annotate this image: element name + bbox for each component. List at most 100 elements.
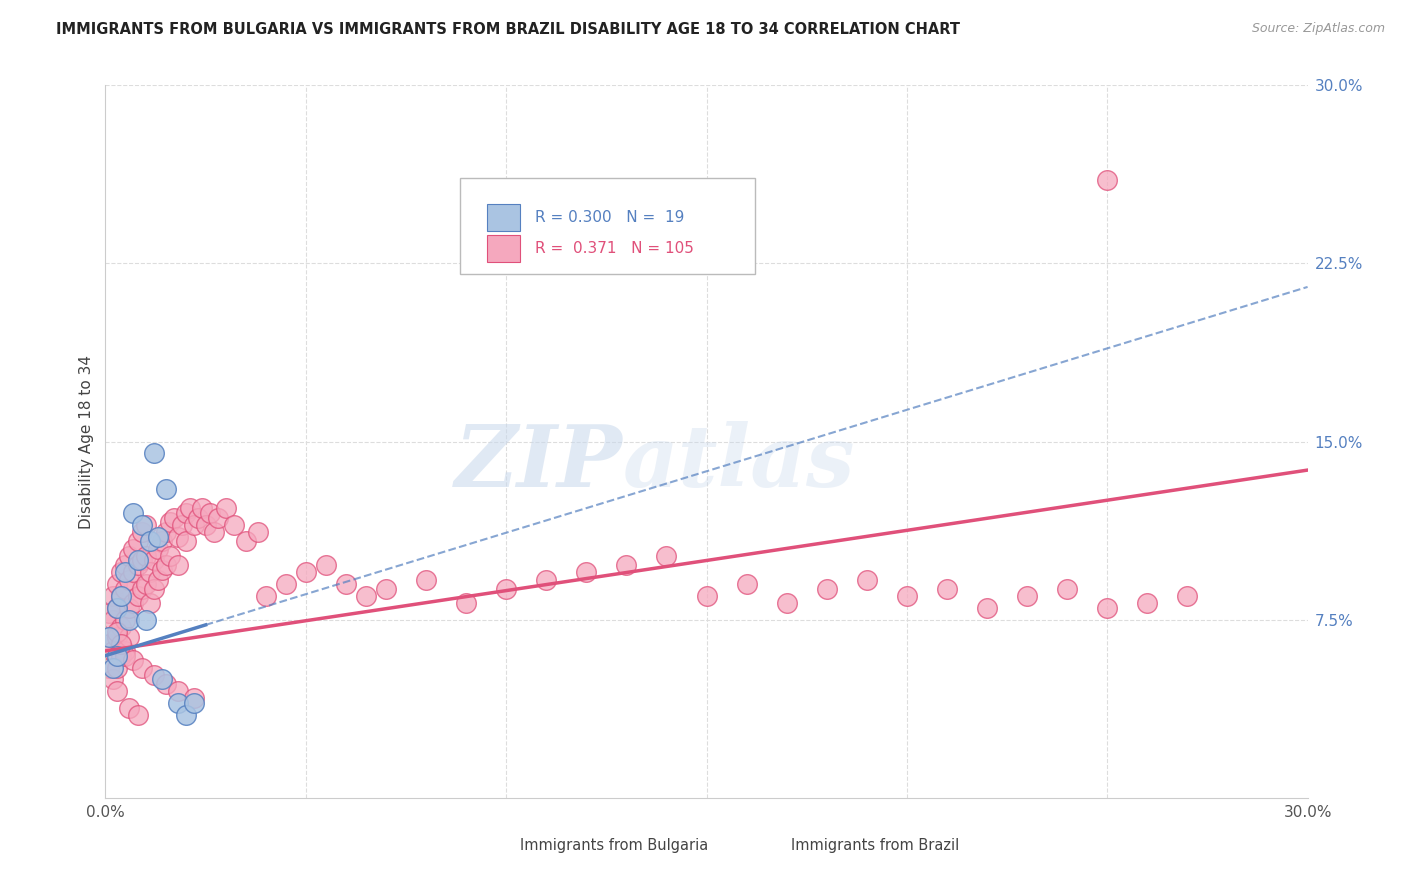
Point — [1097, 601, 1119, 615]
Point — [110, 648, 132, 663]
Point — [776, 596, 799, 610]
Point — [118, 613, 141, 627]
Point — [174, 708, 197, 723]
Point — [118, 701, 141, 715]
Text: IMMIGRANTS FROM BULGARIA VS IMMIGRANTS FROM BRAZIL DISABILITY AGE 18 TO 34 CORRE: IMMIGRANTS FROM BULGARIA VS IMMIGRANTS F… — [56, 22, 960, 37]
Point — [855, 573, 877, 587]
Point — [274, 577, 297, 591]
Point — [202, 524, 225, 539]
Point — [122, 506, 145, 520]
Point — [138, 596, 160, 610]
Point — [122, 541, 145, 556]
Point — [155, 677, 177, 691]
Point — [131, 582, 153, 596]
Point — [103, 589, 125, 603]
Point — [976, 601, 998, 615]
Point — [127, 534, 149, 549]
Point — [110, 637, 132, 651]
Point — [207, 510, 229, 524]
Point — [159, 516, 181, 530]
Point — [1136, 596, 1159, 610]
Bar — [491, 837, 516, 857]
Point — [110, 620, 132, 634]
Point — [142, 582, 165, 596]
Point — [107, 624, 129, 639]
Point — [335, 577, 357, 591]
Point — [107, 660, 129, 674]
Point — [107, 601, 129, 615]
Point — [166, 530, 188, 544]
Point — [114, 582, 136, 596]
Point — [118, 573, 141, 587]
Point — [103, 644, 125, 658]
Point — [896, 589, 918, 603]
Point — [696, 589, 718, 603]
Point — [146, 573, 169, 587]
Text: Immigrants from Bulgaria: Immigrants from Bulgaria — [520, 838, 709, 853]
Point — [183, 517, 205, 532]
Point — [142, 667, 165, 681]
Point — [122, 566, 145, 580]
Point — [146, 530, 169, 544]
Point — [107, 630, 129, 644]
Point — [815, 582, 838, 596]
Point — [315, 558, 337, 573]
Point — [131, 517, 153, 532]
Bar — [486, 235, 520, 262]
Point — [103, 660, 125, 674]
Point — [114, 566, 136, 580]
Point — [155, 558, 177, 573]
Point — [936, 582, 959, 596]
Point — [183, 691, 205, 706]
Point — [454, 596, 477, 610]
Point — [162, 510, 184, 524]
Point — [122, 653, 145, 667]
Point — [534, 573, 557, 587]
Point — [107, 577, 129, 591]
Point — [190, 501, 212, 516]
Point — [155, 482, 177, 496]
Point — [114, 648, 136, 663]
Point — [127, 589, 149, 603]
Point — [131, 524, 153, 539]
Y-axis label: Disability Age 18 to 34: Disability Age 18 to 34 — [79, 354, 94, 529]
Point — [214, 501, 236, 516]
Text: R = 0.300   N =  19: R = 0.300 N = 19 — [534, 210, 683, 225]
Point — [110, 589, 132, 603]
Point — [198, 506, 221, 520]
Point — [107, 601, 129, 615]
Point — [135, 549, 157, 563]
Point — [98, 630, 121, 644]
Point — [194, 517, 217, 532]
Point — [166, 558, 188, 573]
Point — [222, 517, 245, 532]
Point — [135, 577, 157, 591]
Point — [110, 566, 132, 580]
Text: R =  0.371   N = 105: R = 0.371 N = 105 — [534, 241, 693, 256]
Point — [114, 558, 136, 573]
Point — [98, 660, 121, 674]
Point — [1177, 589, 1199, 603]
Point — [127, 553, 149, 567]
Point — [495, 582, 517, 596]
Point — [107, 648, 129, 663]
Point — [98, 637, 121, 651]
Point — [138, 534, 160, 549]
Point — [735, 577, 758, 591]
Point — [127, 708, 149, 723]
Point — [295, 566, 318, 580]
Point — [155, 524, 177, 539]
Point — [575, 566, 598, 580]
Bar — [486, 204, 520, 231]
Point — [354, 589, 377, 603]
Point — [166, 696, 188, 710]
Point — [183, 696, 205, 710]
Point — [159, 549, 181, 563]
Point — [107, 684, 129, 698]
Point — [114, 613, 136, 627]
Point — [138, 566, 160, 580]
Point — [142, 553, 165, 567]
Text: Immigrants from Brazil: Immigrants from Brazil — [790, 838, 959, 853]
Point — [655, 549, 678, 563]
Point — [142, 446, 165, 460]
